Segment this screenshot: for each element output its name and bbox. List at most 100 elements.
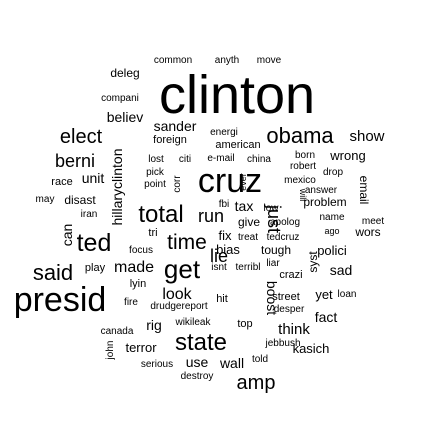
- cloud-word: disast: [64, 193, 96, 207]
- cloud-word: robert: [290, 161, 316, 172]
- cloud-word: mexico: [284, 175, 316, 186]
- cloud-word: state: [175, 329, 227, 356]
- cloud-word: liar: [266, 258, 280, 269]
- cloud-word: tri: [148, 227, 157, 239]
- cloud-word: lost: [148, 154, 164, 165]
- cloud-word: time: [167, 231, 207, 254]
- cloud-word: meet: [362, 216, 384, 227]
- cloud-word: citi: [179, 154, 191, 165]
- cloud-word: name: [319, 212, 344, 223]
- cloud-word: boost: [264, 281, 280, 315]
- cloud-word: ago: [324, 226, 339, 236]
- cloud-word: apolog: [270, 217, 300, 228]
- cloud-word: sander: [154, 118, 197, 134]
- cloud-word: kasich: [293, 341, 330, 356]
- cloud-word: race: [51, 176, 72, 188]
- cloud-word: hillaryclinton: [109, 148, 125, 225]
- cloud-word: amp: [237, 372, 276, 394]
- cloud-word: tedcruz: [267, 232, 300, 243]
- cloud-word: wors: [354, 225, 380, 239]
- cloud-word: may: [36, 194, 55, 205]
- cloud-word: loan: [338, 289, 357, 300]
- cloud-word: pick: [146, 167, 165, 178]
- cloud-word: play: [85, 262, 106, 274]
- cloud-word: compani: [101, 93, 139, 104]
- cloud-word: just: [264, 204, 284, 233]
- cloud-word: clinton: [159, 65, 315, 125]
- cloud-word: desper: [274, 304, 305, 315]
- cloud-word: get: [164, 254, 201, 284]
- cloud-word: will: [298, 188, 308, 202]
- cloud-word: point: [144, 179, 166, 190]
- cloud-word: give: [238, 215, 260, 229]
- cloud-word: lie: [210, 246, 228, 266]
- cloud-word: ever: [238, 173, 248, 191]
- cloud-word: total: [138, 201, 183, 228]
- cloud-word: answer: [305, 185, 338, 196]
- cloud-word: focus: [129, 245, 153, 256]
- cloud-word: drudgereport: [150, 301, 207, 312]
- cloud-word: made: [114, 259, 154, 276]
- cloud-word: ted: [77, 229, 112, 257]
- cloud-word: problem: [303, 195, 346, 209]
- cloud-word: run: [198, 206, 224, 226]
- cloud-word: fire: [124, 297, 138, 308]
- cloud-word: elect: [60, 126, 103, 148]
- cloud-word: tax: [235, 198, 254, 214]
- cloud-word: energi: [210, 127, 238, 138]
- cloud-word: cruz: [198, 162, 262, 200]
- cloud-word: wikileak: [174, 317, 211, 328]
- cloud-word: syst: [306, 251, 320, 273]
- cloud-word: wrong: [329, 148, 365, 163]
- cloud-word: china: [247, 154, 271, 165]
- cloud-word: deleg: [110, 66, 139, 80]
- cloud-word: treat: [238, 232, 258, 243]
- cloud-word: born: [295, 150, 315, 161]
- cloud-word: anyth: [215, 55, 239, 66]
- cloud-word: iran: [81, 209, 98, 220]
- cloud-word: fbi: [219, 199, 230, 210]
- cloud-word: berni: [55, 151, 95, 171]
- cloud-word: street: [272, 291, 300, 303]
- cloud-word: top: [237, 318, 252, 330]
- cloud-word: fix: [219, 228, 233, 243]
- cloud-word: common: [154, 55, 192, 66]
- cloud-word: move: [257, 55, 282, 66]
- cloud-word: told: [252, 354, 268, 365]
- cloud-word: sad: [330, 262, 353, 278]
- cloud-word: lyin: [130, 278, 147, 290]
- cloud-word: bias: [216, 242, 240, 257]
- cloud-word: american: [215, 139, 260, 151]
- cloud-word: yet: [315, 287, 333, 302]
- cloud-word: can: [59, 224, 75, 247]
- cloud-word: rig: [146, 317, 162, 333]
- cloud-word: show: [349, 128, 384, 145]
- cloud-word: think: [278, 321, 310, 338]
- cloud-word: drop: [323, 167, 343, 178]
- cloud-word: obama: [266, 123, 334, 148]
- cloud-word: e-mail: [207, 153, 234, 164]
- cloud-word: believ: [107, 109, 144, 125]
- cloud-word: tough: [261, 243, 291, 257]
- cloud-word: terribl: [235, 262, 260, 273]
- cloud-word: canada: [101, 326, 134, 337]
- cloud-word: serious: [141, 359, 173, 370]
- cloud-word: crazi: [279, 269, 302, 281]
- cloud-word: look: [162, 286, 192, 303]
- cloud-word: hit: [216, 293, 228, 305]
- cloud-word: isnt: [211, 262, 227, 273]
- cloud-word: email: [357, 176, 371, 205]
- cloud-word: terror: [125, 340, 157, 355]
- cloud-word: john: [105, 341, 116, 361]
- cloud-word: jebbush: [264, 338, 300, 349]
- cloud-word: polici: [317, 243, 347, 258]
- cloud-word: foreign: [153, 134, 187, 146]
- cloud-word: wall: [219, 355, 244, 371]
- cloud-word: presid: [14, 281, 107, 319]
- cloud-word: fact: [315, 309, 338, 325]
- cloud-word: unit: [82, 170, 105, 186]
- cloud-word: use: [186, 354, 209, 370]
- cloud-word: destroy: [181, 371, 214, 382]
- cloud-word: low: [263, 203, 279, 214]
